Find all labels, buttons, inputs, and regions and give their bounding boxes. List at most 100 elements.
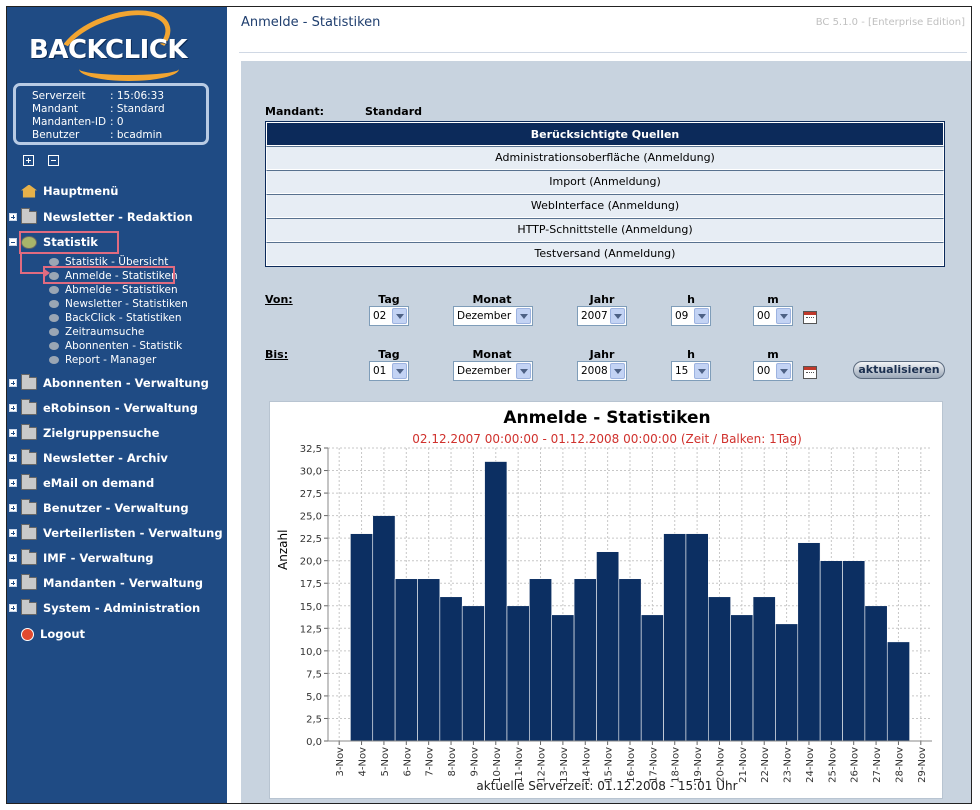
nav-abonnenten-statistik[interactable]: Abonnenten - Statistik bbox=[49, 339, 182, 353]
col-h-label: h bbox=[687, 293, 695, 306]
refresh-button[interactable]: aktualisieren bbox=[853, 361, 945, 379]
nav-abmelde-statistiken[interactable]: Abmelde - Statistiken bbox=[49, 283, 178, 297]
x-tick-label: 11-Nov bbox=[514, 747, 525, 783]
bis-monat-select[interactable]: Dezember bbox=[453, 361, 533, 381]
collapse-icon[interactable] bbox=[9, 238, 17, 246]
nav-email-on-demand[interactable]: eMail on demand bbox=[7, 473, 154, 493]
von-monat-select[interactable]: Dezember bbox=[453, 306, 533, 326]
col-jahr-label: Jahr bbox=[589, 348, 615, 361]
bis-jahr-select[interactable]: 2008 bbox=[577, 361, 627, 381]
col-monat-label: Monat bbox=[472, 293, 512, 306]
nav-report-manager[interactable]: Report - Manager bbox=[49, 353, 156, 367]
x-tick-label: 12-Nov bbox=[537, 747, 548, 783]
x-tick-label: 19-Nov bbox=[693, 747, 704, 783]
bis-tag-select[interactable]: 01 bbox=[369, 361, 409, 381]
x-tick-label: 7-Nov bbox=[425, 747, 436, 777]
info-mandant-id: Mandanten-ID: 0 bbox=[32, 116, 124, 128]
source-row: Administrationsoberfläche (Anmeldung) bbox=[266, 146, 944, 170]
nav-abonnenten-verwaltung[interactable]: Abonnenten - Verwaltung bbox=[7, 373, 209, 393]
nav-zeitraumsuche[interactable]: Zeitraumsuche bbox=[49, 325, 144, 339]
nav-newsletter-redaktion[interactable]: Newsletter - Redaktion bbox=[7, 207, 193, 227]
bar bbox=[372, 515, 396, 742]
bar bbox=[797, 542, 821, 742]
bar bbox=[506, 605, 530, 742]
source-row: Testversand (Anmeldung) bbox=[266, 242, 944, 266]
von-h-select[interactable]: 09 bbox=[671, 306, 711, 326]
nav-newsletter-archiv[interactable]: Newsletter - Archiv bbox=[7, 448, 168, 468]
expand-icon[interactable] bbox=[9, 454, 17, 462]
y-axis-label: Anzahl bbox=[276, 529, 290, 570]
von-m-select[interactable]: 00 bbox=[753, 306, 793, 326]
statistics-panel: Mandant: Standard Berücksichtigte Quelle… bbox=[241, 61, 971, 803]
title-divider bbox=[239, 52, 967, 53]
nav-imf-verwaltung[interactable]: IMF - Verwaltung bbox=[7, 548, 154, 568]
x-tick-label: 8-Nov bbox=[447, 747, 458, 777]
nav-benutzer-verwaltung[interactable]: Benutzer - Verwaltung bbox=[7, 498, 189, 518]
bis-label: Bis: bbox=[265, 348, 289, 361]
expand-icon[interactable] bbox=[9, 479, 17, 487]
bar bbox=[484, 461, 508, 742]
folder-icon bbox=[21, 548, 37, 565]
bar bbox=[551, 614, 575, 742]
nav-statistik-uebersicht[interactable]: Statistik - Übersicht bbox=[49, 255, 168, 269]
x-tick-label: 17-Nov bbox=[648, 747, 659, 783]
bis-h-select[interactable]: 15 bbox=[671, 361, 711, 381]
nav-mandanten-verwaltung[interactable]: Mandanten - Verwaltung bbox=[7, 573, 203, 593]
expand-icon[interactable] bbox=[9, 404, 17, 412]
expand-all-icon[interactable] bbox=[23, 155, 34, 166]
nav-zielgruppensuche[interactable]: Zielgruppensuche bbox=[7, 423, 159, 443]
collapse-all-icon[interactable] bbox=[48, 155, 59, 166]
bar bbox=[461, 605, 485, 742]
nav-newsletter-statistiken[interactable]: Newsletter - Statistiken bbox=[49, 297, 188, 311]
bar bbox=[685, 533, 709, 742]
folder-icon bbox=[21, 573, 37, 590]
nav-backclick-statistiken[interactable]: BackClick - Statistiken bbox=[49, 311, 182, 325]
source-row: WebInterface (Anmeldung) bbox=[266, 194, 944, 218]
von-jahr-select[interactable]: 2007 bbox=[577, 306, 627, 326]
bar bbox=[640, 614, 664, 742]
bullet-icon bbox=[49, 258, 59, 266]
chevron-down-icon bbox=[776, 363, 791, 379]
chevron-down-icon bbox=[694, 308, 709, 324]
bis-calendar-icon[interactable] bbox=[803, 366, 817, 379]
nav-logout[interactable]: Logout bbox=[7, 624, 85, 644]
nav-erobinson-verwaltung[interactable]: eRobinson - Verwaltung bbox=[7, 398, 198, 418]
von-label: Von: bbox=[265, 293, 293, 306]
x-tick-label: 6-Nov bbox=[402, 747, 413, 777]
chart-subtitle: 02.12.2007 00:00:00 - 01.12.2008 00:00:0… bbox=[412, 432, 802, 446]
logout-icon bbox=[21, 627, 34, 641]
chart-container: 0,0 2,5 5,0 7,5 10,0 12,5 15,0 17,5 20,0 22,5 25,0… bbox=[269, 401, 943, 799]
main-content: Anmelde - Statistiken BC 5.1.0 - [Enterp… bbox=[227, 7, 971, 803]
y-tick-label: 27,5 bbox=[300, 489, 322, 500]
expand-icon[interactable] bbox=[9, 504, 17, 512]
expand-icon[interactable] bbox=[9, 429, 17, 437]
version-label: BC 5.1.0 - [Enterprise Edition] bbox=[815, 17, 965, 28]
expand-icon[interactable] bbox=[9, 604, 17, 612]
bullet-icon bbox=[49, 328, 59, 336]
bis-m-select[interactable]: 00 bbox=[753, 361, 793, 381]
bullet-icon bbox=[49, 342, 59, 350]
col-monat-label: Monat bbox=[472, 348, 512, 361]
expand-icon[interactable] bbox=[9, 579, 17, 587]
backclick-logo[interactable]: BACKCLICK bbox=[21, 7, 191, 94]
y-tick-label: 15,0 bbox=[300, 602, 322, 613]
nav-system-administration[interactable]: System - Administration bbox=[7, 598, 200, 618]
von-calendar-icon[interactable] bbox=[803, 311, 817, 324]
chevron-down-icon bbox=[392, 308, 407, 324]
nav-verteilerlisten-verwaltung[interactable]: Verteilerlisten - Verwaltung bbox=[7, 523, 223, 543]
nav-anmelde-statistiken[interactable]: Anmelde - Statistiken bbox=[49, 269, 178, 283]
bar bbox=[752, 596, 776, 742]
expand-icon[interactable] bbox=[9, 554, 17, 562]
y-tick-label: 17,5 bbox=[300, 579, 322, 590]
bar bbox=[864, 605, 888, 742]
info-servertime: Serverzeit: 15:06:33 bbox=[32, 90, 165, 102]
highlight-statistik bbox=[19, 231, 119, 254]
expand-icon[interactable] bbox=[9, 529, 17, 537]
bar bbox=[596, 551, 620, 742]
nav-statistik[interactable]: Statistik bbox=[7, 232, 98, 252]
von-tag-select[interactable]: 02 bbox=[369, 306, 409, 326]
y-tick-label: 2,5 bbox=[306, 714, 322, 725]
nav-hauptmenue[interactable]: Hauptmenü bbox=[7, 181, 118, 201]
expand-icon[interactable] bbox=[9, 379, 17, 387]
expand-icon[interactable] bbox=[9, 213, 17, 221]
